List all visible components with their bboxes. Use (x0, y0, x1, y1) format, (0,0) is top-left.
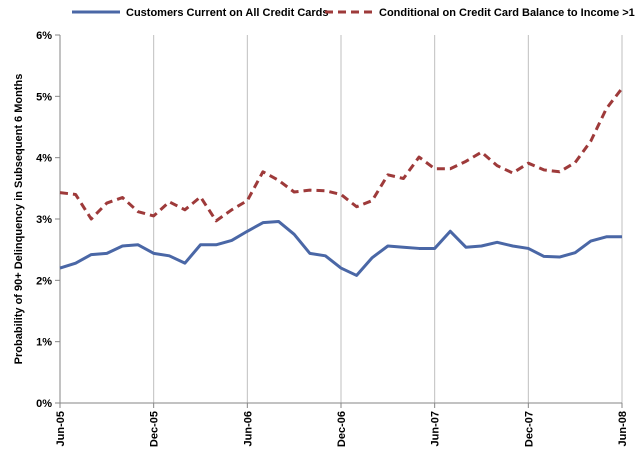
x-tick-label: Jun-08 (617, 411, 629, 446)
legend-label: Conditional on Credit Card Balance to In… (379, 7, 635, 19)
y-tick-label: 0% (36, 398, 52, 410)
legend-label: Customers Current on All Credit Cards (126, 7, 329, 19)
y-tick-label: 6% (36, 30, 52, 42)
x-tick-label: Dec-05 (149, 411, 161, 447)
x-tick-label: Dec-07 (523, 411, 535, 447)
y-tick-label: 3% (36, 214, 52, 226)
x-tick-label: Dec-06 (336, 411, 348, 447)
y-tick-label: 5% (36, 91, 52, 103)
series-line (59, 219, 622, 277)
y-axis-label: Probability of 90+ Delinquency in Subseq… (13, 74, 25, 365)
x-tick-label: Jun-07 (430, 411, 442, 446)
series-line (59, 87, 624, 223)
y-tick-label: 2% (36, 275, 52, 287)
x-tick-label: Jun-06 (242, 411, 254, 446)
x-tick-label: Jun-05 (55, 411, 67, 446)
y-tick-label: 1% (36, 337, 52, 349)
y-tick-label: 4% (36, 153, 52, 165)
